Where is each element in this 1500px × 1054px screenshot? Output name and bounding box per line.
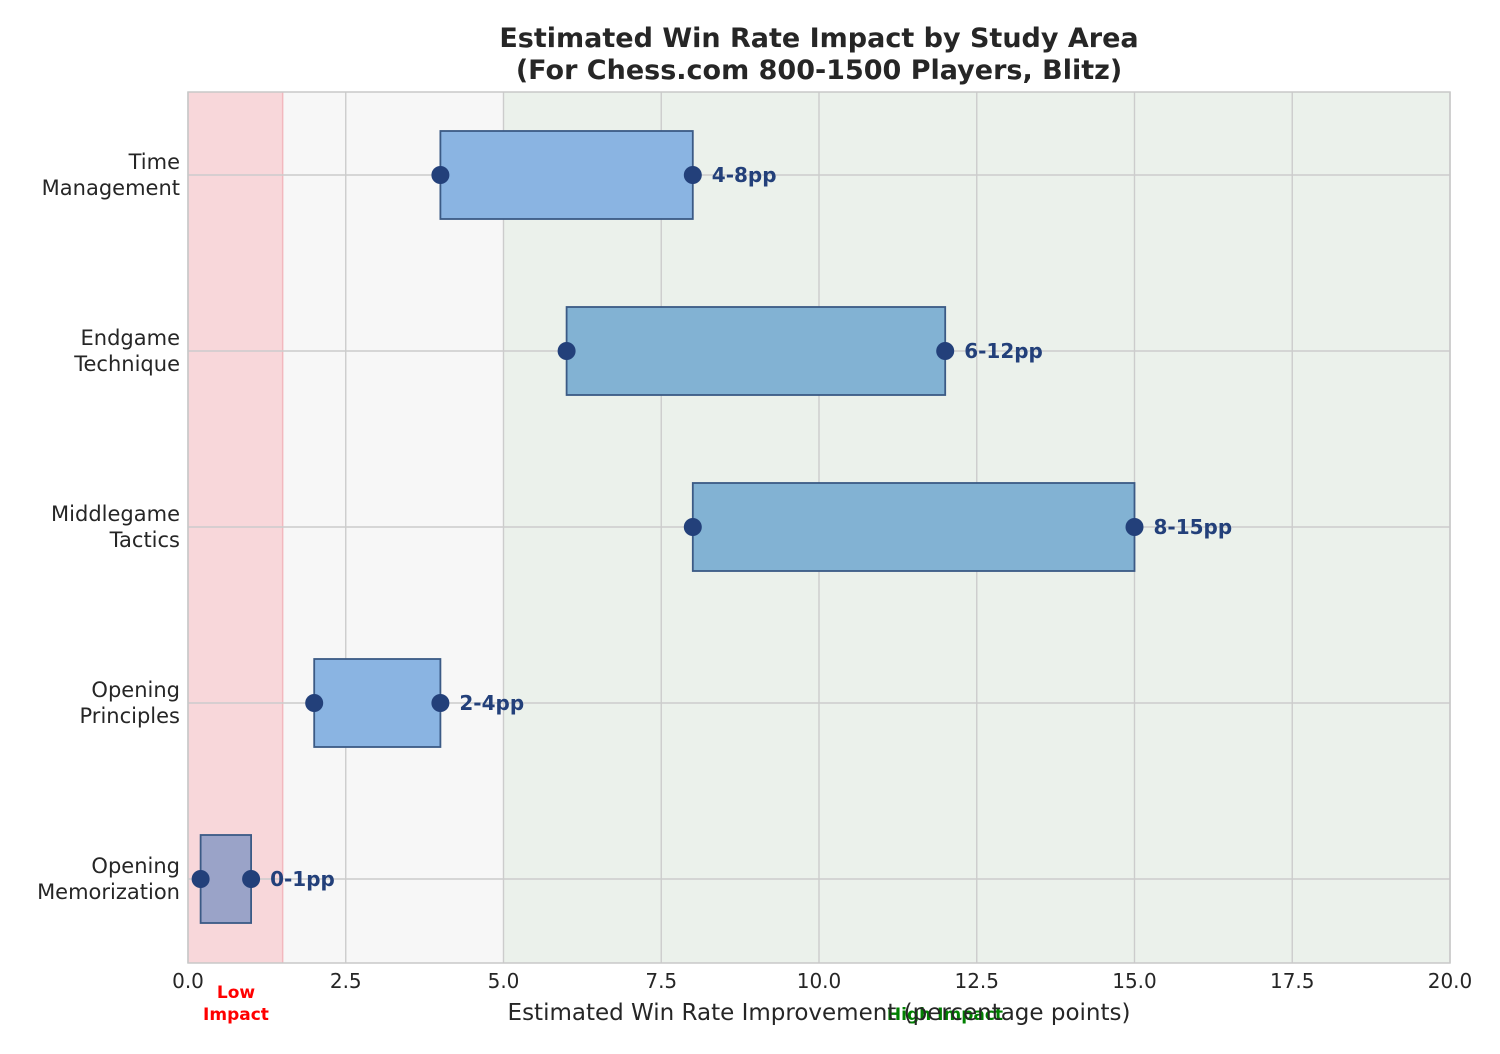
range-value-label: 4-8pp	[712, 163, 777, 187]
range-value-label: 2-4pp	[459, 691, 524, 715]
range-bar-group: 6-12pp	[557, 306, 1043, 396]
range-value-label: 0-1pp	[270, 867, 335, 891]
x-tick-label: 0.0	[172, 969, 204, 993]
range-high-marker	[1125, 518, 1144, 536]
y-tick-label: Opening Principles	[80, 678, 180, 728]
range-bars: 0-1pp 2-4pp 8-15pp 6-12pp 4-8pp	[191, 130, 1233, 924]
range-bar	[439, 130, 694, 220]
range-high-marker	[242, 870, 261, 888]
range-high-marker	[431, 694, 450, 712]
x-tick-label: 20.0	[1428, 969, 1473, 993]
x-axis-label: Estimated Win Rate Improvement (percenta…	[508, 1000, 1131, 1026]
range-low-marker	[431, 166, 450, 184]
range-bar-group: 0-1pp	[191, 834, 335, 924]
y-tick-label: Time Management	[42, 150, 180, 200]
y-tick-label: Middlegame Tactics	[51, 502, 180, 552]
range-value-label: 8-15pp	[1154, 515, 1233, 539]
chart-title: Estimated Win Rate Impact by Study Area	[499, 23, 1138, 54]
x-tick-labels: 0.0 2.5 5.0 7.5 10.0 12.5 15.0 17.5 20.0	[172, 969, 1472, 993]
range-low-marker	[557, 342, 576, 360]
x-tick-label: 7.5	[645, 969, 677, 993]
range-high-marker	[683, 166, 702, 184]
range-bar	[691, 482, 1136, 572]
y-tick-labels: Opening Memorization Opening Principles Midd…	[37, 150, 180, 904]
low-impact-label: Low Impact	[203, 983, 269, 1025]
range-bar-group: 8-15pp	[683, 482, 1233, 572]
range-bar	[313, 658, 442, 748]
chart-subtitle: (For Chess.com 800-1500 Players, Blitz)	[516, 55, 1122, 86]
range-low-marker	[191, 870, 210, 888]
x-tick-label: 15.0	[1112, 969, 1157, 993]
high-impact-label: High Impact	[887, 1005, 1003, 1025]
range-bar-group: 2-4pp	[305, 658, 524, 748]
x-tick-label: 12.5	[954, 969, 999, 993]
x-tick-label: 5.0	[488, 969, 520, 993]
y-tick-label: Opening Memorization	[37, 854, 180, 904]
x-tick-label: 10.0	[797, 969, 842, 993]
range-low-marker	[305, 694, 324, 712]
range-high-marker	[936, 342, 955, 360]
range-bar	[565, 306, 947, 396]
y-tick-label: Endgame Technique	[73, 326, 180, 376]
x-tick-label: 2.5	[330, 969, 362, 993]
x-tick-label: 17.5	[1270, 969, 1315, 993]
range-value-label: 6-12pp	[964, 339, 1043, 363]
plot-frame	[187, 91, 1451, 964]
range-bar-group: 4-8pp	[431, 130, 777, 220]
range-low-marker	[683, 518, 702, 536]
zone-labels: Low Impact High Impact	[203, 983, 1003, 1025]
